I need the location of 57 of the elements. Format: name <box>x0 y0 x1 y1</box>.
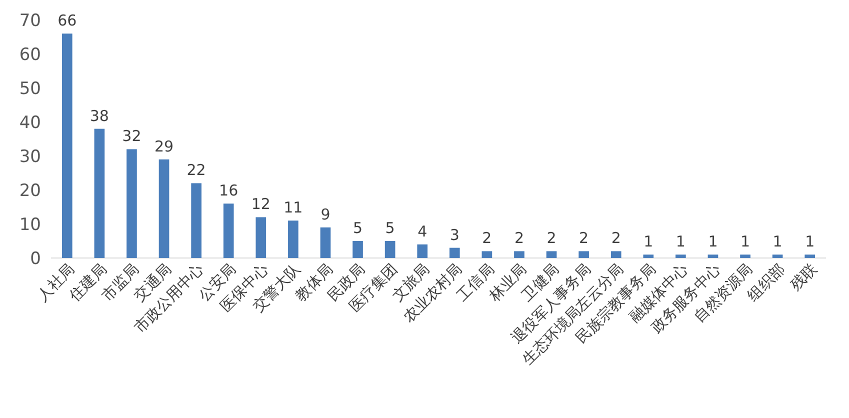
data-label: 1 <box>772 232 782 251</box>
bar <box>610 251 622 258</box>
data-label: 66 <box>58 12 77 30</box>
x-tick-label: 残联 <box>786 260 821 294</box>
data-label: 2 <box>579 229 589 248</box>
bar <box>417 244 428 258</box>
data-label: 2 <box>546 229 556 248</box>
bar <box>352 241 363 258</box>
y-tick-label: 0 <box>30 249 41 269</box>
data-label: 5 <box>352 219 363 237</box>
data-label: 1 <box>805 232 815 251</box>
bar <box>94 128 105 258</box>
y-tick-label: 50 <box>19 79 41 99</box>
y-tick-label: 60 <box>19 45 41 65</box>
data-label: 22 <box>186 161 206 180</box>
bar <box>384 241 396 258</box>
bar <box>804 254 816 258</box>
data-label: 2 <box>482 229 492 248</box>
data-label: 1 <box>708 232 718 251</box>
bar <box>126 149 137 258</box>
bar <box>223 204 234 258</box>
bar <box>514 251 524 258</box>
bar <box>482 251 492 258</box>
y-tick-label: 10 <box>19 215 41 235</box>
bar <box>320 227 331 258</box>
bar <box>740 254 750 258</box>
bar <box>578 251 589 258</box>
data-label: 1 <box>740 232 750 251</box>
data-label: 1 <box>644 232 654 251</box>
data-label: 2 <box>514 229 524 248</box>
bar <box>288 220 298 258</box>
y-tick-label: 20 <box>19 181 41 201</box>
bar <box>772 254 783 258</box>
data-label: 12 <box>251 195 270 214</box>
bar <box>256 217 266 258</box>
data-label: 3 <box>450 226 460 244</box>
y-tick-label: 30 <box>19 147 41 167</box>
data-label: 4 <box>418 222 428 240</box>
data-label: 9 <box>320 205 330 224</box>
y-tick-label: 40 <box>19 113 41 133</box>
data-label: 38 <box>90 106 109 125</box>
data-label: 2 <box>611 229 621 248</box>
bar <box>62 34 72 258</box>
bar <box>643 254 654 258</box>
data-label: 11 <box>284 198 303 217</box>
data-label: 16 <box>219 182 238 200</box>
y-tick-label: 70 <box>19 11 41 31</box>
bar <box>158 159 170 258</box>
data-label: 32 <box>122 127 142 146</box>
bar <box>449 248 460 258</box>
bar <box>191 183 202 258</box>
data-label: 1 <box>676 232 686 251</box>
bar <box>708 254 718 258</box>
bar <box>546 251 557 258</box>
bar <box>676 254 686 258</box>
data-label: 29 <box>154 137 174 156</box>
data-label: 5 <box>385 219 395 237</box>
